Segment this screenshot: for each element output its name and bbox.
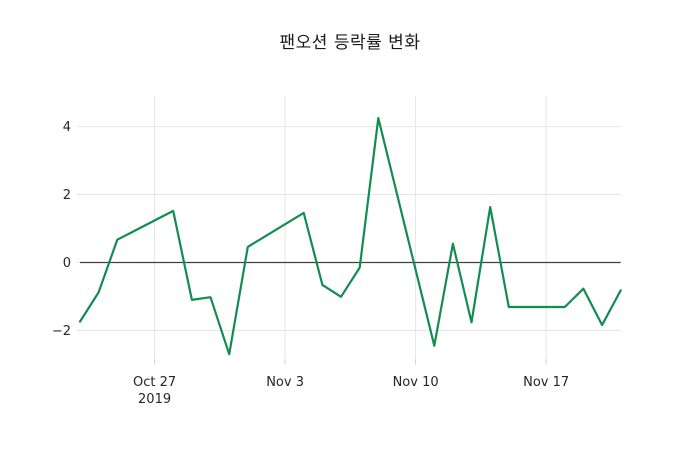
x-tick-label: Nov 10 [393, 375, 439, 390]
y-tick-label: −2 [52, 324, 71, 339]
x-tick-sublabel: 2019 [138, 392, 171, 407]
chart-title: 팬오션 등락률 변화 [279, 33, 421, 53]
data-line-등락률 [78, 116, 622, 356]
x-tick-label: Nov 17 [523, 375, 569, 390]
y-tick-label: 4 [63, 120, 71, 135]
x-tick-label: Oct 27 [133, 375, 176, 390]
y-tick-label: 2 [63, 188, 71, 203]
y-tick-label: 0 [63, 256, 71, 271]
x-tick-label: Nov 3 [266, 375, 304, 390]
